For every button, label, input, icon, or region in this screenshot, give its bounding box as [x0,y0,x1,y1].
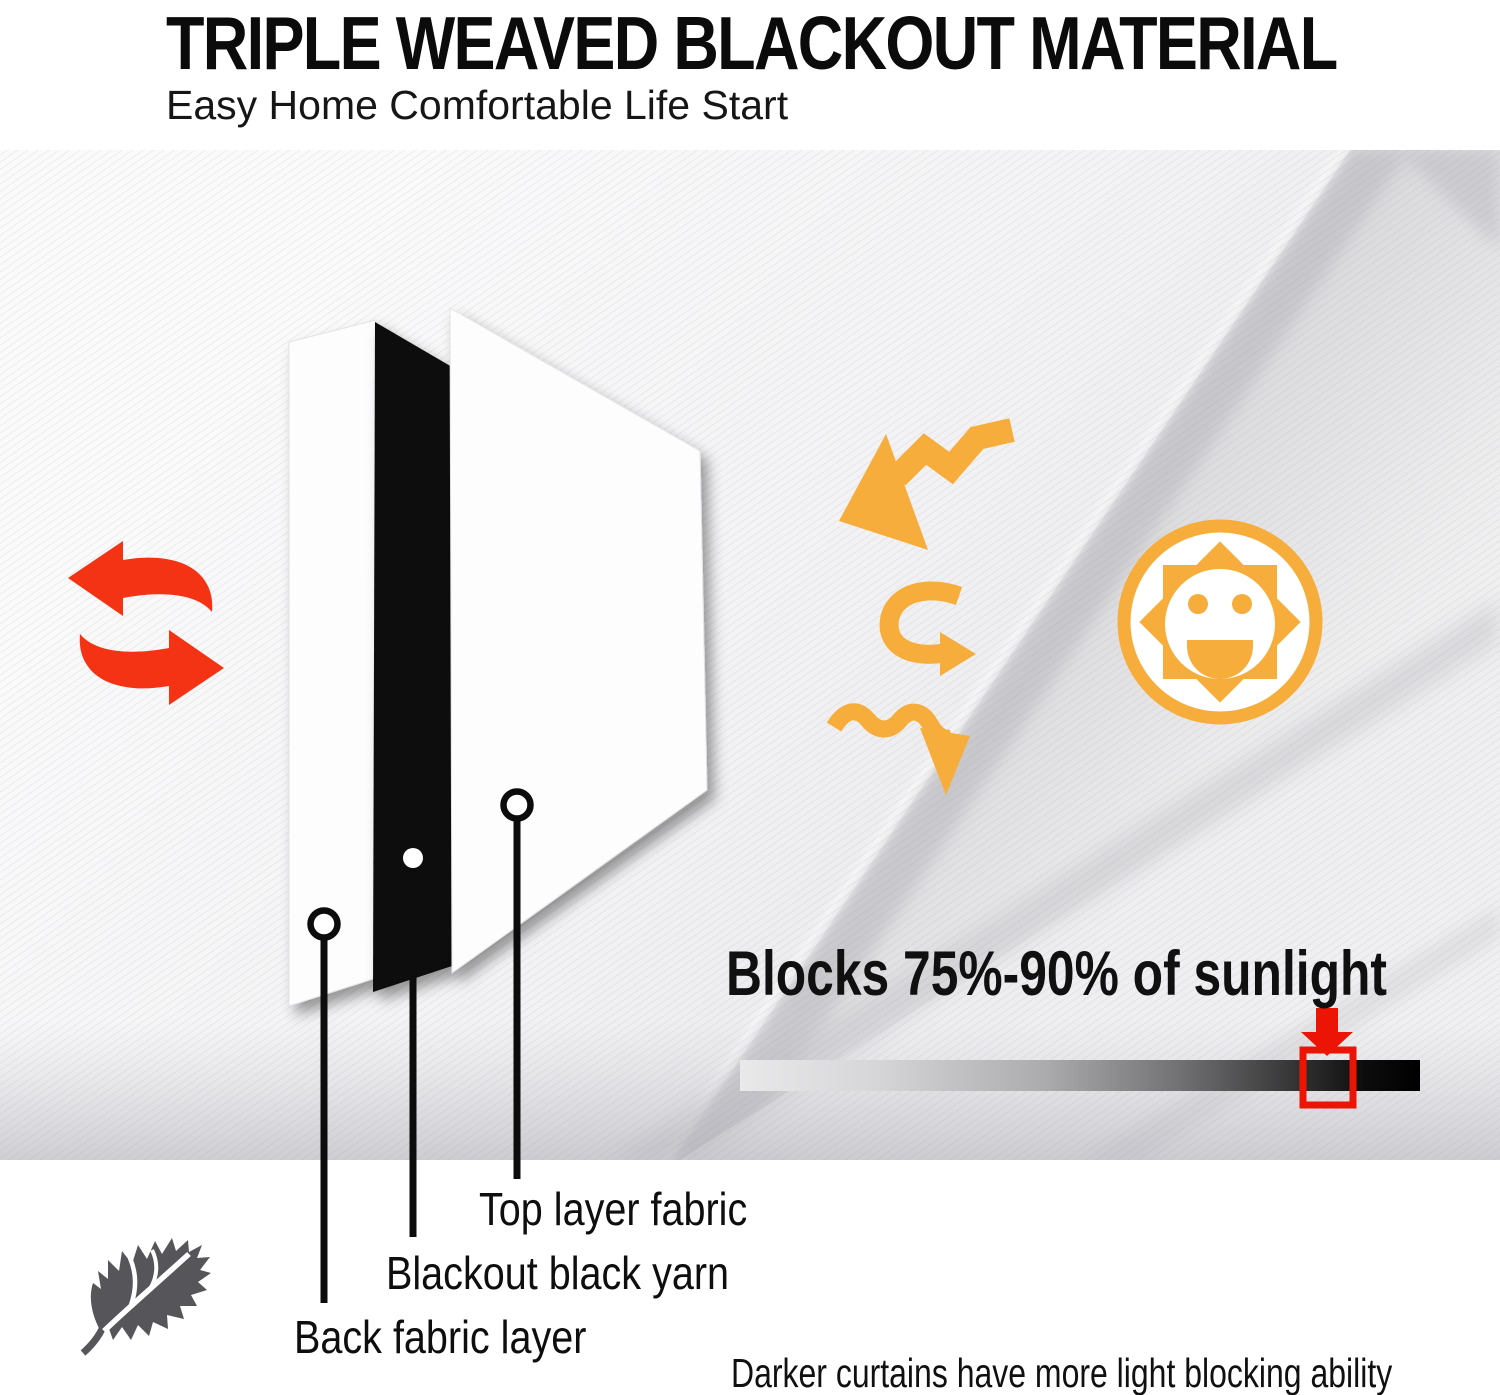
callout-lines [307,788,534,1303]
callout-label-blackout-yarn: Blackout black yarn [386,1247,730,1299]
gradient-bar [740,1060,1420,1091]
zigzag-sunlight-arrow-icon [839,418,1015,550]
left-arrow-icon [68,541,213,616]
marker-square [1299,1046,1357,1109]
yellow-sunlight-arrows-icon [826,418,1015,795]
yarn-anchor-dot [403,848,423,868]
blackout-yarn-sheet [373,322,452,992]
red-marker-arrow-icon [1301,1008,1353,1056]
page-subtitle: Easy Home Comfortable Life Start [166,82,789,128]
back-fabric-layer-sheet [288,319,377,1007]
page-title: TRIPLE WEAVED BLACKOUT MATERIAL [166,1,1338,85]
callout-label-back-layer: Back fabric layer [294,1311,587,1363]
wavy-sunlight-arrow-icon [826,703,970,795]
uturn-sunlight-arrow-icon [879,581,976,676]
right-arrow-icon [79,630,224,705]
leaf-icon [80,1238,211,1356]
top-layer-anchor-dot [500,788,534,822]
light-blocking-scale [740,1008,1420,1109]
callout-label-top-layer: Top layer fabric [479,1183,748,1235]
sun-smiley-icon [1117,519,1323,725]
fabric-layers [288,307,708,1007]
blocks-caption: Blocks 75%-90% of sunlight [726,939,1387,1009]
back-layer-anchor-dot [307,907,341,941]
red-swap-arrows-icon [68,541,224,705]
footnote-text: Darker curtains have more light blocking… [731,1350,1393,1395]
